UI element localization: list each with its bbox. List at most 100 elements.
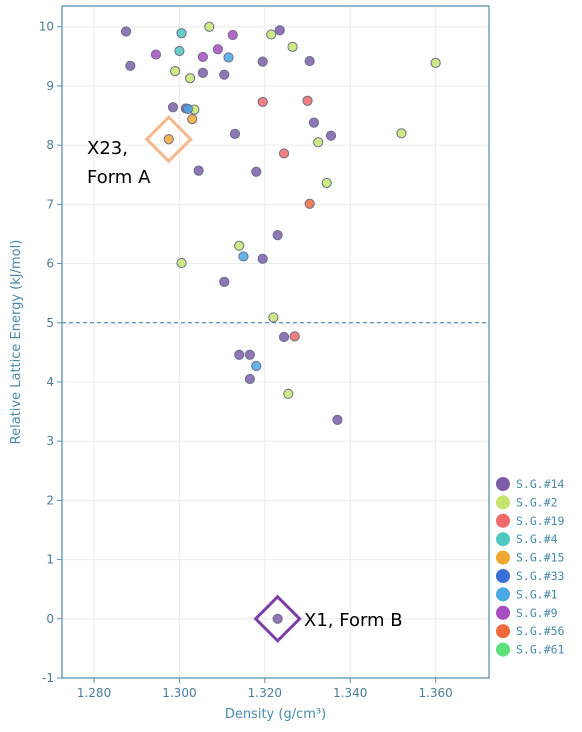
point-sg1-0 [182, 103, 194, 115]
x-axis-title: Density (g/cm³) [225, 707, 326, 722]
annotation-label-form-a-line-0: X23, [87, 138, 128, 159]
x-tick-label-2: 1.320 [248, 686, 282, 700]
legend-swatch-2 [496, 513, 510, 528]
point-sg9-2 [212, 44, 223, 55]
point-sg4-1 [174, 45, 185, 57]
y-tick-label-3: 2 [46, 493, 54, 507]
point-sg14-19 [278, 331, 290, 343]
y-tick-label-5: 4 [46, 375, 54, 389]
point-sg2-4 [185, 73, 196, 84]
legend-label-9: S.G.#61 [516, 643, 565, 657]
legend-label-6: S.G.#1 [516, 587, 558, 601]
point-sg14-16 [219, 276, 230, 288]
legend-label-4: S.G.#15 [516, 551, 564, 565]
y-tick-label-6: 5 [46, 316, 54, 330]
legend-swatch-8 [496, 624, 510, 639]
point-sg14-13 [251, 166, 262, 177]
point-sg19-0 [257, 96, 268, 108]
y-axis-title: Relative Lattice Energy (kJ/mol) [9, 240, 24, 445]
y-tick-label-8: 7 [46, 197, 54, 211]
point-sg2-2 [287, 41, 298, 52]
x-tick-label-3: 1.340 [333, 686, 367, 700]
grid [62, 6, 489, 679]
legend-swatch-4 [496, 550, 510, 565]
point-sg9-1 [227, 29, 238, 41]
point-sg14-21 [332, 414, 343, 425]
point-sg19-3 [289, 331, 300, 342]
point-sg14-10 [325, 130, 337, 141]
legend-swatch-9 [496, 642, 510, 657]
point-sg2-5 [430, 57, 441, 68]
y-tick-label-2: 1 [46, 553, 54, 567]
point-sg14-22 [272, 613, 283, 624]
point-sg4-0 [176, 28, 187, 39]
legend-label-3: S.G.#4 [516, 532, 558, 546]
point-sg14-4 [219, 69, 230, 80]
point-sg9-3 [197, 51, 209, 63]
data-points [120, 21, 441, 624]
point-sg14-17 [234, 349, 245, 360]
point-sg14-3 [197, 67, 209, 79]
point-sg2-11 [176, 257, 187, 269]
point-sg9-0 [150, 49, 162, 60]
legend-swatch-0 [496, 477, 510, 491]
legend-swatch-1 [496, 495, 510, 510]
plot-frame [61, 5, 490, 679]
x-tick-label-0: 1.280 [77, 686, 111, 700]
point-sg14-14 [272, 230, 283, 241]
point-sg14-12 [193, 165, 204, 176]
legend-swatch-3 [496, 532, 510, 547]
legend: S.G.#14 S.G.#2 S.G.#19 S.G.#4 S.G.#15 S.G.#33… [496, 477, 565, 657]
point-sg1-3 [251, 360, 262, 372]
annotation-diamond-1 [253, 594, 302, 643]
point-sg19-2 [278, 148, 290, 159]
legend-label-0: S.G.#14 [516, 477, 565, 491]
y-tick-label-9: 8 [46, 138, 54, 152]
point-sg1-2 [238, 251, 249, 262]
point-sg2-13 [283, 388, 294, 399]
point-sg14-6 [304, 55, 315, 67]
y-axis-ticks: -1 0 1 2 3 4 5 6 7 8 9 10 [39, 20, 62, 685]
point-sg14-2 [125, 60, 136, 71]
legend-label-7: S.G.#9 [516, 606, 558, 620]
point-sg14-9 [308, 117, 320, 128]
annotation-label-form-a-line-1: Form A [87, 167, 151, 188]
legend-label-2: S.G.#19 [516, 514, 565, 528]
point-sg2-0 [204, 21, 215, 32]
annotation-label-form-b: X1, Form B [304, 610, 403, 631]
legend-swatch-5 [496, 569, 510, 583]
point-sg56-0 [304, 198, 315, 209]
x-axis-ticks: 1.280 1.300 1.320 1.340 1.360 [77, 678, 453, 700]
point-sg14-5 [257, 56, 268, 67]
y-tick-label-11: 10 [39, 20, 54, 34]
point-sg2-10 [234, 240, 245, 251]
point-sg14-0 [120, 26, 132, 37]
point-sg14-11 [229, 128, 241, 139]
point-sg2-9 [321, 177, 332, 189]
y-tick-label-4: 3 [46, 434, 54, 448]
legend-swatch-6 [496, 587, 510, 602]
point-sg19-1 [302, 95, 313, 106]
x-tick-label-1: 1.300 [162, 686, 196, 700]
legend-label-8: S.G.#56 [516, 624, 565, 638]
y-tick-label-7: 6 [46, 257, 54, 271]
y-tick-label-10: 9 [46, 79, 54, 93]
point-sg14-15 [257, 253, 268, 264]
y-tick-label-1: 0 [46, 612, 54, 626]
point-sg14-7 [167, 102, 179, 113]
y-tick-label-0: -1 [42, 671, 54, 685]
legend-swatch-7 [496, 605, 510, 620]
point-sg2-7 [396, 128, 407, 139]
annotation-diamond-0 [144, 115, 193, 164]
point-sg14-1 [274, 25, 285, 36]
point-sg15-0 [187, 113, 198, 125]
point-sg14-20 [244, 373, 255, 385]
point-sg14-18 [244, 349, 255, 360]
legend-label-1: S.G.#2 [516, 495, 558, 509]
x-tick-label-4: 1.360 [418, 686, 452, 700]
point-sg2-12 [268, 312, 279, 323]
point-sg1-1 [223, 52, 234, 63]
legend-label-5: S.G.#33 [516, 569, 565, 583]
point-sg2-8 [313, 137, 324, 148]
